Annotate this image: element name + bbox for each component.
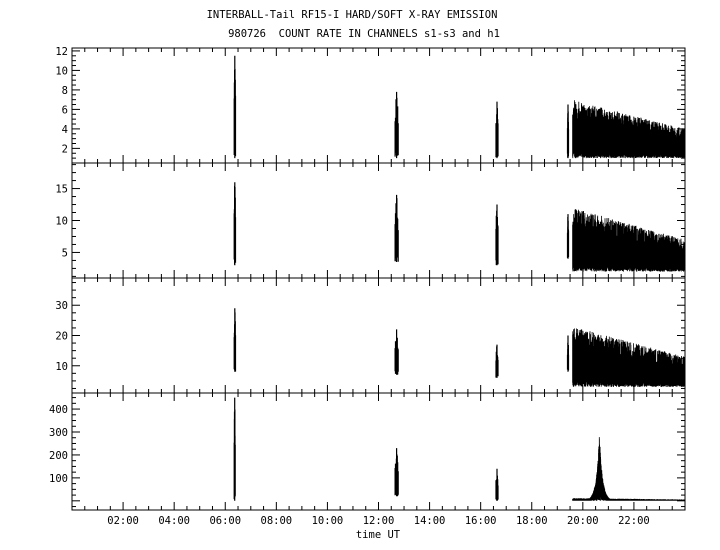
burst-s2-2 <box>495 204 499 266</box>
y-tick-label-s1: 12 <box>55 46 68 58</box>
burst-s1-0 <box>233 55 237 159</box>
x-tick-label: 20:00 <box>567 515 599 527</box>
y-tick-label-s2: 15 <box>55 184 68 196</box>
burst-s3-1 <box>394 329 399 375</box>
y-tick-label-s1: 2 <box>62 143 68 155</box>
x-axis-label: time UT <box>356 529 401 541</box>
chart-title-line1: INTERBALL-Tail RF15-I HARD/SOFT X-RAY EM… <box>206 9 498 21</box>
trace-s2 <box>572 209 686 272</box>
burst-h1-0 <box>233 397 236 501</box>
y-tick-label-s3: 30 <box>55 300 68 312</box>
x-tick-label: 18:00 <box>516 515 548 527</box>
x-tick-label: 12:00 <box>363 515 395 527</box>
y-tick-label-h1: 200 <box>49 450 68 462</box>
burst-s2-3 <box>566 214 570 259</box>
trace-s1 <box>572 100 686 159</box>
burst-h1-1 <box>394 448 399 497</box>
burst-s2-1 <box>394 194 399 262</box>
y-tick-label-s1: 4 <box>62 124 68 136</box>
y-tick-label-s1: 8 <box>62 85 68 97</box>
y-tick-label-s1: 10 <box>55 65 68 77</box>
burst-s1-3 <box>566 104 570 159</box>
x-tick-label: 04:00 <box>158 515 190 527</box>
chart-title-line2: 980726 COUNT RATE IN CHANNELS s1-s3 and … <box>228 28 500 40</box>
y-tick-label-s1: 6 <box>62 104 68 116</box>
x-tick-label: 08:00 <box>261 515 293 527</box>
trace-s3 <box>572 328 686 387</box>
burst-s3-3 <box>566 335 570 372</box>
burst-s3-2 <box>495 344 499 378</box>
burst-s1-1 <box>394 91 399 159</box>
burst-h1-2 <box>495 468 499 501</box>
trace-h1 <box>572 437 686 501</box>
x-tick-label: 06:00 <box>209 515 241 527</box>
x-tick-label: 22:00 <box>618 515 650 527</box>
y-tick-label-h1: 400 <box>49 404 68 416</box>
y-tick-label-h1: 100 <box>49 473 68 485</box>
y-tick-label-s2: 10 <box>55 216 68 228</box>
burst-s1-2 <box>495 101 499 159</box>
y-tick-label-s3: 10 <box>55 361 68 373</box>
y-tick-label-s3: 20 <box>55 331 68 343</box>
x-tick-label: 16:00 <box>465 515 497 527</box>
burst-s2-0 <box>233 182 237 266</box>
burst-s3-0 <box>233 308 237 372</box>
x-tick-label: 02:00 <box>107 515 139 527</box>
y-tick-label-h1: 300 <box>49 427 68 439</box>
y-tick-label-s2: 5 <box>62 247 68 259</box>
x-tick-label: 14:00 <box>414 515 446 527</box>
x-tick-label: 10:00 <box>312 515 344 527</box>
